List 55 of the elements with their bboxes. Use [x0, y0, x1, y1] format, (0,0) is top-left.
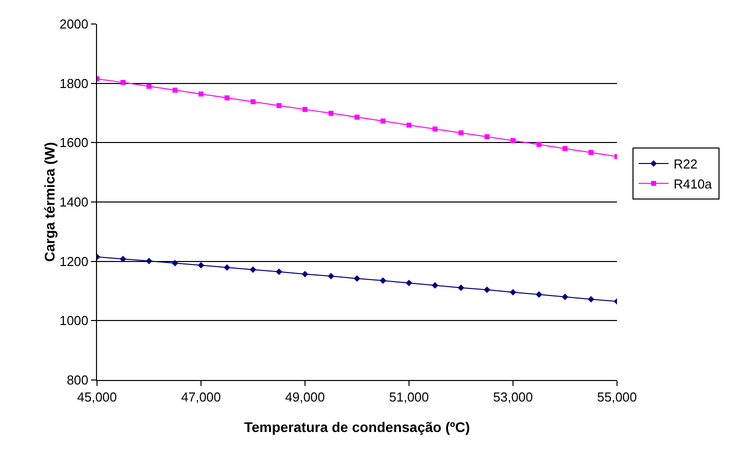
point	[484, 134, 490, 140]
point	[354, 275, 360, 282]
x-tick-label: 51,000	[389, 390, 429, 405]
point	[250, 266, 256, 273]
point	[172, 260, 178, 266]
point	[146, 84, 152, 89]
x-tick-label: 53,000	[493, 390, 533, 405]
y-tick-label: 1400	[59, 194, 88, 210]
point	[172, 88, 178, 93]
legend-label: R22	[674, 156, 698, 172]
point	[406, 280, 412, 286]
x-tick-label: 55,000	[597, 390, 637, 405]
point	[510, 138, 516, 144]
y-tick-label: 2000	[59, 16, 88, 32]
point	[276, 103, 282, 108]
point	[406, 122, 412, 128]
point	[432, 282, 438, 289]
point	[198, 92, 204, 97]
point	[510, 288, 516, 296]
point	[562, 294, 568, 300]
y-tick-label: 800	[66, 372, 88, 388]
y-tick-label: 1800	[59, 76, 88, 91]
point	[302, 270, 308, 278]
point	[354, 114, 360, 120]
point	[562, 146, 568, 152]
point	[146, 258, 152, 264]
point	[224, 264, 230, 271]
point	[458, 284, 464, 291]
x-tick-label: 47,000	[181, 390, 221, 405]
point	[276, 268, 282, 275]
legend-label: R410a	[674, 176, 713, 192]
y-tick-label: 1000	[59, 313, 88, 328]
x-axis-title: Temperatura de condensação (ºC)	[244, 419, 470, 435]
y-tick-label: 1200	[59, 254, 88, 269]
point	[328, 110, 334, 116]
point	[120, 80, 126, 85]
point	[484, 286, 490, 294]
point	[198, 262, 204, 268]
point	[328, 272, 334, 280]
point	[380, 277, 386, 284]
point	[458, 130, 464, 136]
point	[588, 150, 594, 155]
point	[250, 99, 256, 104]
y-axis-title: Carga térmica (W)	[41, 142, 58, 262]
point	[120, 256, 126, 262]
point	[302, 106, 308, 112]
x-tick-label: 45,000	[77, 390, 117, 405]
point	[536, 291, 542, 298]
point	[536, 142, 542, 147]
point	[432, 126, 438, 132]
point	[380, 118, 386, 124]
point	[588, 296, 594, 303]
y-tick-label: 1600	[59, 135, 88, 150]
x-tick-label: 49,000	[285, 390, 325, 405]
point	[224, 95, 230, 100]
